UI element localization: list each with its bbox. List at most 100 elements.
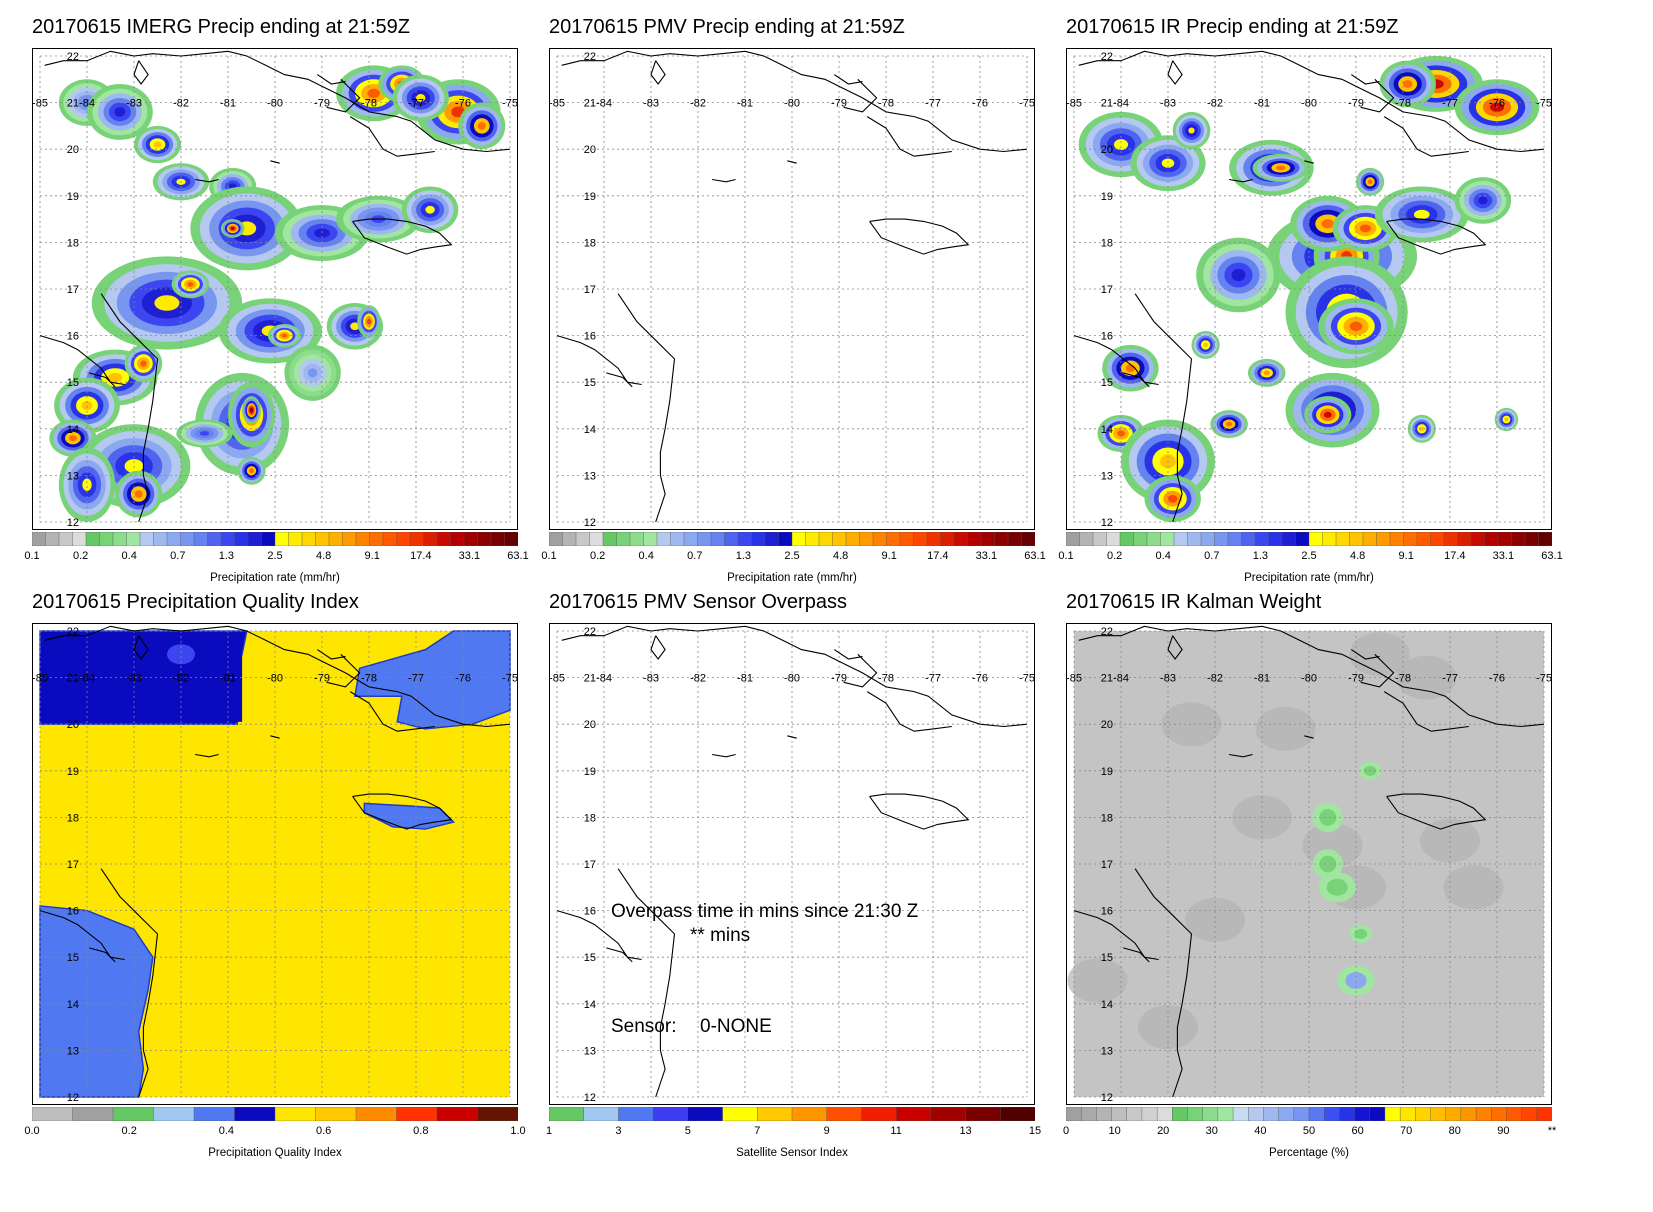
colorbar-tick-label: 7 bbox=[754, 1125, 761, 1137]
grid bbox=[1073, 630, 1545, 1098]
colorbar-cell bbox=[1536, 1107, 1552, 1121]
colorbar-cell bbox=[1415, 1107, 1431, 1121]
panel-title: 20170615 IR Kalman Weight bbox=[1066, 591, 1322, 613]
colorbar-cell bbox=[450, 532, 465, 546]
lon-label: -78 bbox=[878, 673, 894, 685]
coastline-path bbox=[326, 78, 361, 113]
colorbar-cell bbox=[301, 532, 317, 546]
colorbar-cell bbox=[926, 532, 942, 546]
colorbar-tick-label: 0.4 bbox=[121, 550, 137, 562]
colorbar-cell bbox=[477, 1107, 518, 1121]
colorbar-tick-label: 1.3 bbox=[218, 550, 235, 562]
lon-label: -76 bbox=[1489, 673, 1505, 685]
colorbar-cell bbox=[697, 532, 712, 546]
colorbar-tick-label: 0.4 bbox=[1155, 550, 1171, 562]
lon-label: -84 bbox=[1113, 98, 1129, 110]
coastline-path bbox=[1167, 635, 1183, 660]
coastline-path bbox=[1229, 178, 1253, 183]
coastline-path bbox=[1350, 74, 1380, 85]
precip-cell bbox=[1321, 219, 1335, 229]
lat-label: 17 bbox=[67, 284, 79, 296]
colorbar-cell bbox=[652, 1107, 689, 1121]
colorbar-tick-label: 33.1 bbox=[975, 550, 998, 562]
colorbar-cell bbox=[643, 532, 658, 546]
precip-cell bbox=[367, 88, 380, 98]
colorbar-title: Precipitation rate (mm/hr) bbox=[210, 572, 340, 584]
colorbar-tick-label: 2.5 bbox=[1301, 550, 1317, 562]
colorbar-cell bbox=[1308, 532, 1324, 546]
coastline-path bbox=[349, 691, 435, 732]
coastline-path bbox=[352, 793, 453, 830]
colorbar-cell bbox=[1281, 532, 1297, 546]
colorbar-cell bbox=[1172, 1107, 1188, 1121]
colorbar-cell bbox=[1521, 1107, 1538, 1121]
precip-cell bbox=[1504, 417, 1509, 422]
lat-label: 16 bbox=[67, 331, 79, 343]
precip-cell bbox=[1403, 80, 1413, 88]
colorbar-tick-label: 5 bbox=[684, 1125, 691, 1137]
colorbar-cell bbox=[32, 1107, 73, 1121]
colorbar-cell bbox=[396, 532, 411, 546]
colorbar-cell bbox=[1295, 532, 1310, 546]
colorbar-ticks: 0 10 20 30 40 50 60 70 80 90 ** bbox=[1063, 1125, 1586, 1141]
panel-imerg-precip: 20170615 IMERG Precip ending at 21:59Z -… bbox=[24, 16, 552, 606]
colorbar-cell bbox=[1416, 532, 1432, 546]
colorbar-cell bbox=[126, 532, 141, 546]
colorbar-cell bbox=[656, 532, 672, 546]
coastline-path bbox=[1386, 793, 1487, 830]
lat-label: 12 bbox=[67, 517, 79, 529]
colorbar-cell bbox=[58, 532, 74, 546]
colorbar-cell bbox=[1173, 532, 1189, 546]
coastline-path bbox=[787, 160, 797, 164]
coastline-path bbox=[843, 653, 878, 688]
colorbar-cell bbox=[355, 532, 371, 546]
lon-label: -76 bbox=[972, 98, 988, 110]
lon-label: -83 bbox=[643, 673, 659, 685]
colorbar-cell bbox=[859, 532, 874, 546]
colorbar-cell bbox=[1339, 1107, 1356, 1121]
lon-label: -78 bbox=[1395, 673, 1411, 685]
coastline-path bbox=[869, 218, 970, 255]
colorbar-ticks: 0.1 0.2 0.4 0.7 1.3 2.5 4.8 9.1 17.4 33.1 63.1 bbox=[541, 550, 1069, 566]
colorbar-tick-label: 0.6 bbox=[315, 1125, 332, 1137]
colorbar-cell bbox=[913, 532, 928, 546]
lat-label: 16 bbox=[67, 906, 79, 918]
colorbar-title: Precipitation Quality Index bbox=[208, 1147, 342, 1159]
plot-border bbox=[32, 48, 518, 530]
coastline-path bbox=[1386, 218, 1487, 255]
colorbar-cell bbox=[153, 1107, 195, 1121]
lon-label: -80 bbox=[1301, 98, 1317, 110]
colorbar-tick-label: 1.3 bbox=[735, 550, 752, 562]
lon-label: -83 bbox=[1160, 673, 1176, 685]
plot-border bbox=[549, 623, 1035, 1105]
colorbar-tick-label: 60 bbox=[1351, 1125, 1364, 1137]
colorbar-cell bbox=[436, 1107, 478, 1121]
coastline-path bbox=[561, 625, 1028, 728]
colorbar-cell bbox=[1538, 532, 1552, 546]
coastline-path bbox=[833, 649, 863, 660]
lat-label: 21 bbox=[584, 673, 596, 685]
precip-cell bbox=[1359, 224, 1371, 233]
colorbar bbox=[1066, 532, 1552, 546]
colorbar-cell bbox=[967, 532, 982, 546]
colorbar-cell bbox=[1475, 1107, 1492, 1121]
sensor-label: Sensor: bbox=[611, 1016, 677, 1037]
lat-label: 17 bbox=[67, 859, 79, 871]
colorbar-cell bbox=[1443, 532, 1459, 546]
lat-label: 20 bbox=[584, 719, 596, 731]
colorbar-cell bbox=[274, 1107, 316, 1121]
grid bbox=[556, 55, 1028, 523]
panel-title: 20170615 IMERG Precip ending at 21:59Z bbox=[32, 16, 411, 38]
coastline-path bbox=[1167, 60, 1183, 85]
colorbar-cell bbox=[166, 532, 182, 546]
lat-label: 13 bbox=[1101, 470, 1113, 482]
precip-cell bbox=[350, 322, 360, 331]
lon-label: -84 bbox=[79, 673, 95, 685]
lat-label: 15 bbox=[584, 377, 596, 389]
panel-kalman-weight: 20170615 IR Kalman Weight -85 -84 -83 -82 -8… bbox=[1063, 591, 1586, 1181]
lat-label: 15 bbox=[1101, 952, 1113, 964]
colorbar-tick-label: 3 bbox=[615, 1125, 622, 1137]
coastline bbox=[39, 50, 511, 523]
colorbar-tick-label: 50 bbox=[1302, 1125, 1316, 1137]
graticule-labels: -85 -84 -83 -82 -81 -80 -79 -78 -77 -76 -75 12 13 14 1… bbox=[32, 51, 518, 529]
